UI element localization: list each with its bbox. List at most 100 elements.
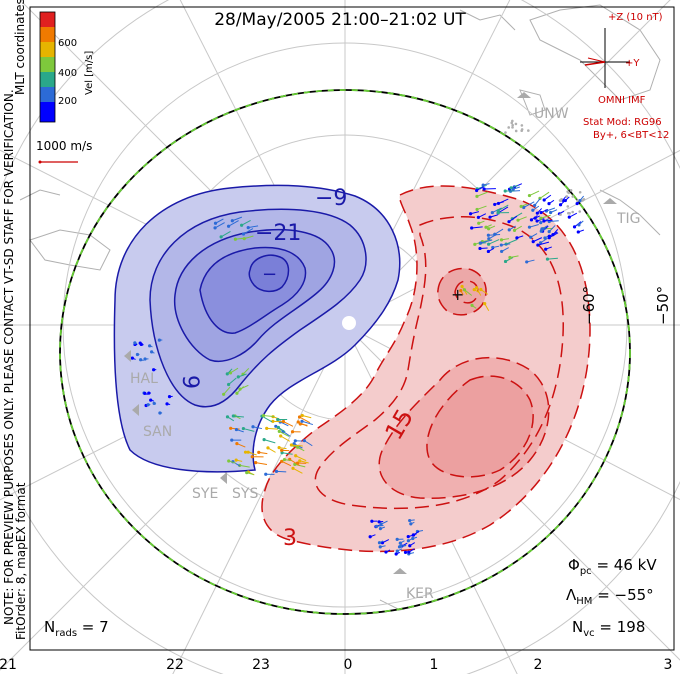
model-condition: By+, 6<BT<12 xyxy=(593,130,669,141)
mlt-tick-23: 23 xyxy=(252,657,270,673)
vector-line-210 xyxy=(408,548,415,553)
vector-line-109 xyxy=(134,342,138,344)
vector-line-152 xyxy=(266,427,278,430)
footprint-dot-250 xyxy=(578,210,582,213)
vector-line-232 xyxy=(460,290,464,295)
vector-line-149 xyxy=(282,431,291,437)
vector-line-31 xyxy=(517,216,527,221)
vector-line-45 xyxy=(489,214,498,218)
vector-origin-120 xyxy=(152,401,156,405)
vector-line-162 xyxy=(236,459,243,462)
vector-line-190 xyxy=(299,460,309,464)
vector-line-171 xyxy=(297,446,305,452)
vector-line-85 xyxy=(549,231,558,237)
scale-tick-400: 400 xyxy=(58,68,77,79)
vector-line-141 xyxy=(299,416,311,424)
vector-origin-96 xyxy=(246,225,250,230)
vector-line-126 xyxy=(150,399,155,402)
vector-origin-108 xyxy=(138,341,142,345)
velocity-vectors xyxy=(130,119,586,556)
vector-line-74 xyxy=(536,208,543,214)
vector-origin-214 xyxy=(399,544,403,548)
vector-line-229 xyxy=(471,305,477,309)
vector-line-54 xyxy=(533,237,543,243)
vector-line-68 xyxy=(537,241,550,246)
vector-line-151 xyxy=(295,455,307,462)
vector-line-134 xyxy=(226,368,233,375)
vector-line-155 xyxy=(236,443,246,448)
radar-stations: HAL SAN SYE SYS KER UNW TIG xyxy=(124,92,641,602)
vector-line-79 xyxy=(541,228,547,232)
vector-origin-116 xyxy=(157,338,161,342)
footprint-dot-257 xyxy=(571,210,574,214)
vector-line-217 xyxy=(410,521,415,525)
station-marker-hal xyxy=(124,350,131,362)
vector-line-6 xyxy=(523,201,535,208)
vector-line-135 xyxy=(281,460,292,467)
vector-line-88 xyxy=(548,199,555,205)
imf-by-label: +Y xyxy=(625,58,640,69)
vector-line-139 xyxy=(258,451,268,455)
vector-line-37 xyxy=(501,243,511,246)
vector-line-192 xyxy=(263,415,275,418)
vector-line-100 xyxy=(228,220,239,227)
reference-vector-label: 1000 m/s xyxy=(36,139,92,153)
vector-origin-114 xyxy=(139,358,143,362)
vector-origin-206 xyxy=(403,550,408,555)
positive-potential-cell: 15 3 + xyxy=(261,185,591,553)
vector-line-82 xyxy=(531,215,538,221)
vector-line-15 xyxy=(547,257,558,260)
vector-line-27 xyxy=(478,220,485,224)
contour-label-neg21: −21 xyxy=(255,221,301,246)
contour-label-3: 3 xyxy=(283,526,297,551)
vector-line-216 xyxy=(379,540,384,544)
vector-line-52 xyxy=(480,239,493,244)
footprint-dot-238 xyxy=(511,126,514,129)
plot-frame xyxy=(29,6,675,651)
vector-line-33 xyxy=(509,255,519,259)
vector-line-113 xyxy=(149,345,153,348)
vector-line-53 xyxy=(497,204,509,212)
vector-line-80 xyxy=(534,215,540,219)
mlt-tick-2: 2 xyxy=(534,657,543,673)
vector-line-56 xyxy=(514,225,522,231)
vector-line-5 xyxy=(505,257,514,262)
vector-line-51 xyxy=(545,246,552,250)
vector-line-123 xyxy=(166,403,171,406)
vector-count: Nvc = 198 xyxy=(572,618,645,639)
vector-line-19 xyxy=(549,220,559,222)
coordinate-system-label: MLT coordinates xyxy=(13,0,27,95)
model-name: Stat Mod: RG96 xyxy=(583,117,662,128)
vector-line-212 xyxy=(409,542,416,547)
vector-line-184 xyxy=(301,420,314,426)
footprint-dot-254 xyxy=(568,212,571,215)
vector-line-145 xyxy=(228,460,236,464)
station-label-san: SAN xyxy=(143,424,172,440)
vector-line-60 xyxy=(540,208,548,214)
footprint-dot-242 xyxy=(504,131,507,134)
vector-line-133 xyxy=(228,377,237,385)
footprint-dot-239 xyxy=(511,119,514,123)
footprint-dot-260 xyxy=(571,195,575,198)
footprint-dot-259 xyxy=(560,198,563,201)
vector-line-226 xyxy=(473,289,480,293)
vector-line-14 xyxy=(529,190,540,196)
vector-line-57 xyxy=(529,223,539,228)
vector-line-132 xyxy=(236,386,244,394)
cross-polar-potential: Φpc = 46 kV xyxy=(568,556,657,577)
stats: Φpc = 46 kV ΛHM = −55° Nvc = 198 Nrads =… xyxy=(44,556,657,639)
vector-line-140 xyxy=(263,439,276,444)
vector-line-95 xyxy=(232,216,243,222)
contour-label-neg9-top: −9 xyxy=(315,186,347,211)
vector-line-84 xyxy=(578,229,585,233)
scale-tick-600: 600 xyxy=(58,38,77,49)
vector-line-59 xyxy=(543,219,553,222)
vector-line-38 xyxy=(540,237,548,244)
vector-line-47 xyxy=(478,213,487,218)
lat-label-50: −50° xyxy=(654,286,672,325)
vector-line-18 xyxy=(470,211,480,215)
station-label-sys: SYS xyxy=(232,486,258,502)
vector-line-58 xyxy=(476,191,488,197)
vector-line-177 xyxy=(284,459,292,461)
vector-line-127 xyxy=(223,386,231,395)
